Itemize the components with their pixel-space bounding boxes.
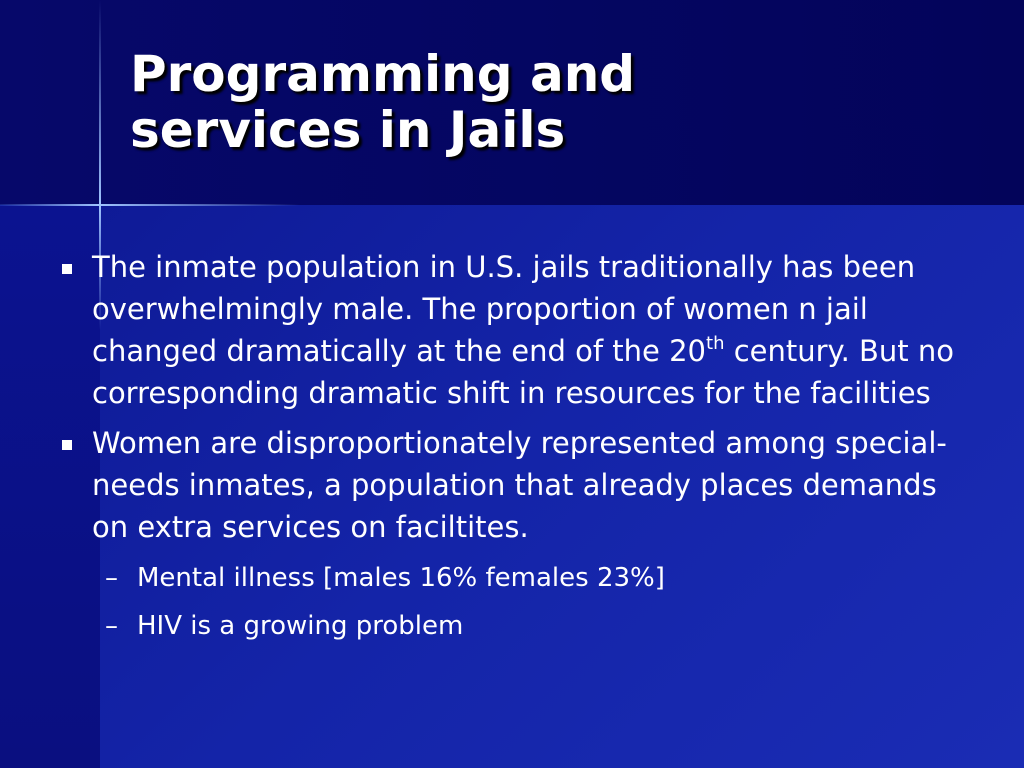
sub-bullet: HIV is a growing problem: [105, 602, 962, 650]
bullet-list: The inmate population in U.S. jails trad…: [62, 246, 962, 658]
sub-bullet: Mental illness [males 16% females 23%]: [105, 554, 962, 602]
bullet-text: century. But no corresponding dramatic s…: [92, 334, 954, 410]
side-band: [0, 205, 100, 768]
accent-line: [99, 0, 101, 330]
sub-list: Mental illness [males 16% females 23%] H…: [105, 554, 962, 650]
bullet: The inmate population in U.S. jails trad…: [62, 246, 962, 414]
bullet-text: The inmate population in U.S. jails trad…: [92, 250, 916, 368]
bullet-text: Women are disproportionately represented…: [92, 426, 947, 544]
accent-line: [0, 204, 300, 206]
bullet: Women are disproportionately represented…: [62, 422, 962, 650]
superscript: th: [706, 333, 725, 354]
slide-title: Programming and services in Jails: [130, 45, 636, 159]
header-band: [0, 0, 1024, 205]
